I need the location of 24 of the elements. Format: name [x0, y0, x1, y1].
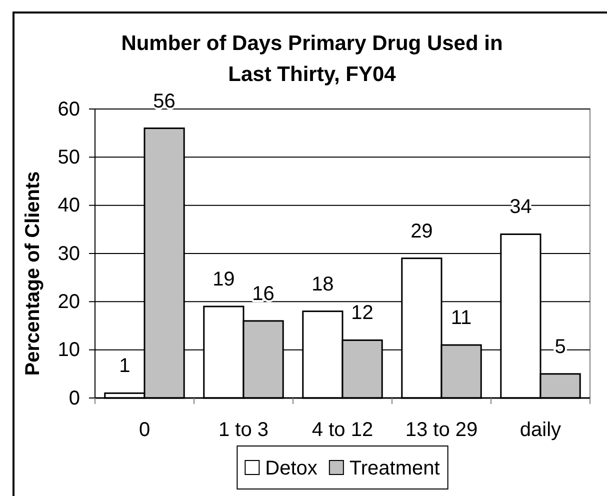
y-tick-label: 60 [58, 98, 80, 120]
x-tick-label: 13 to 29 [405, 419, 478, 441]
x-tick-label: daily [520, 419, 562, 441]
legend-label: Treatment [349, 458, 440, 480]
y-tick-label: 40 [58, 194, 80, 217]
x-tick-label: 1 to 3 [218, 419, 269, 441]
y-tick-label: 30 [58, 242, 80, 265]
chart-title: Number of Days Primary Drug Used in Last Thirty, FY04 [121, 32, 503, 86]
data-label: 12 [351, 302, 374, 324]
data-label: 56 [153, 90, 176, 112]
y-tick-label: 10 [58, 339, 80, 362]
data-label: 29 [410, 220, 433, 242]
data-label: 16 [252, 282, 274, 305]
y-tick-label: 50 [58, 146, 80, 169]
data-label: 18 [312, 273, 334, 296]
x-tick-label: 4 to 12 [312, 419, 374, 441]
data-label: 19 [212, 268, 235, 290]
y-tick-label: 20 [58, 291, 80, 314]
data-label: 11 [450, 307, 472, 330]
legend-label: Detox [265, 458, 318, 480]
y-axis-title: Percentage of Clients [22, 171, 44, 376]
y-tick-label: 0 [68, 387, 80, 410]
data-label: 1 [119, 355, 130, 378]
x-tick-label: 0 [138, 419, 150, 441]
